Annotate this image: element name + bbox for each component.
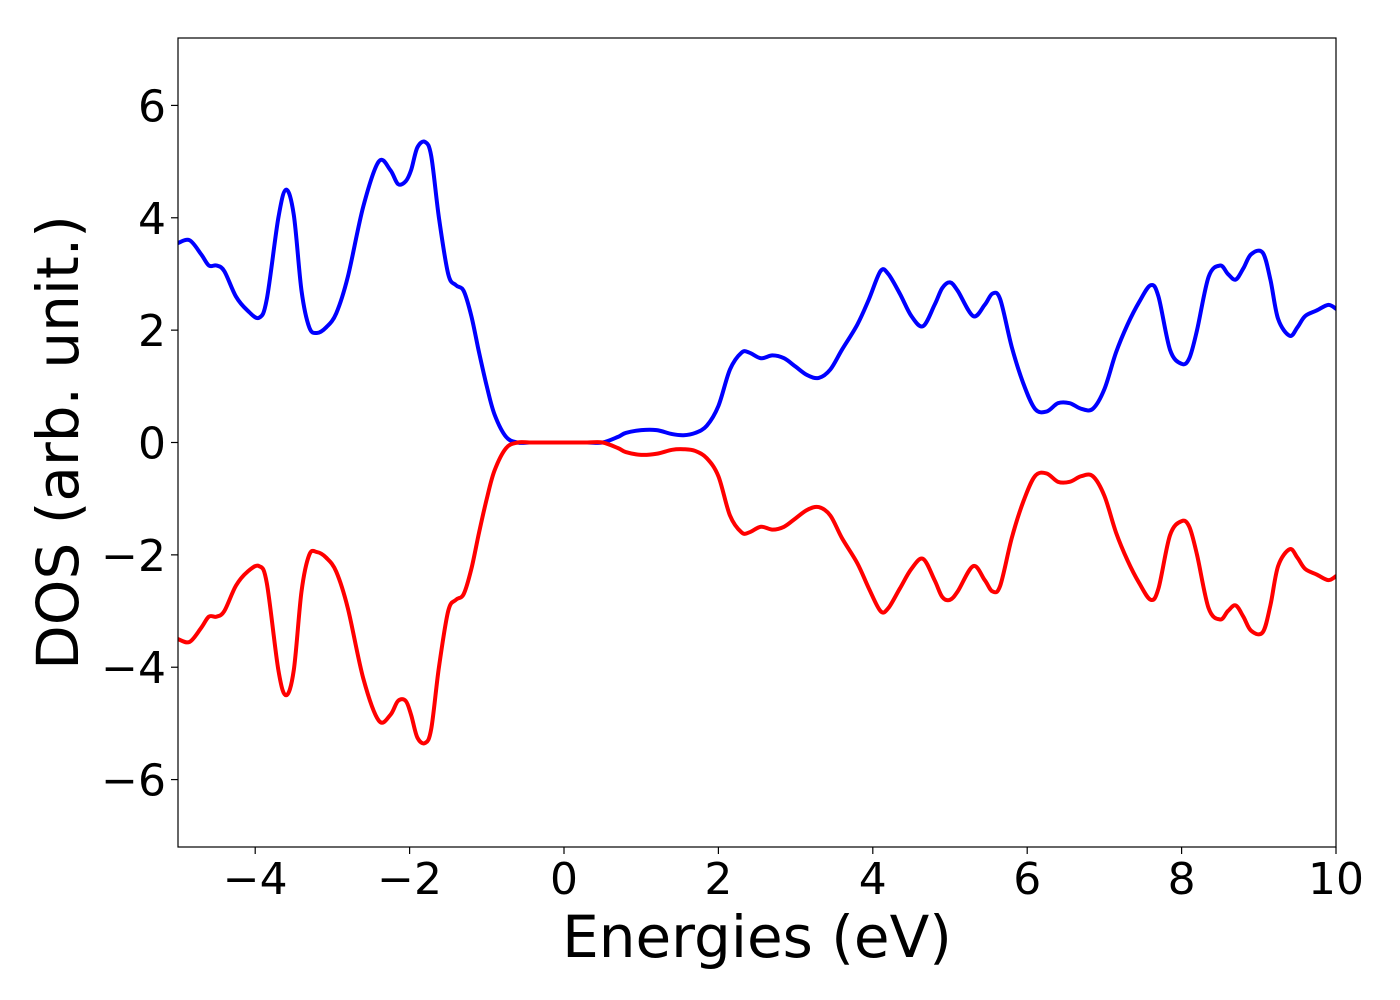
- x-tick-label: 0: [550, 854, 578, 905]
- x-tick-label: 4: [859, 854, 887, 905]
- plot-background: [178, 38, 1336, 847]
- y-tick-label: −4: [101, 643, 166, 694]
- series-layer: [178, 139, 1336, 746]
- x-axis-label: Energies (eV): [562, 903, 952, 971]
- y-tick-label: 6: [138, 81, 166, 132]
- y-tick-label: 0: [138, 419, 166, 470]
- x-tick-label: −4: [223, 854, 288, 905]
- x-tick-label: 10: [1308, 854, 1364, 905]
- series-line-positive: [178, 139, 1336, 445]
- x-tick-label: −2: [377, 854, 442, 905]
- tick-layer: −4 −2 0 2 4 6 8 10 −6 −4 −2 0 2 4 6: [101, 81, 1364, 905]
- x-tick-label: 8: [1168, 854, 1196, 905]
- y-axis-label: DOS (arb. unit.): [24, 215, 92, 670]
- y-tick-label: −2: [101, 531, 166, 582]
- plot-frame: [177, 37, 1337, 848]
- x-tick-label: 2: [704, 854, 732, 905]
- y-tick-label: 4: [138, 194, 166, 245]
- series-line-negative: [178, 440, 1336, 746]
- y-tick-label: −6: [101, 756, 166, 807]
- y-tick-label: 2: [138, 306, 166, 357]
- x-tick-label: 6: [1013, 854, 1041, 905]
